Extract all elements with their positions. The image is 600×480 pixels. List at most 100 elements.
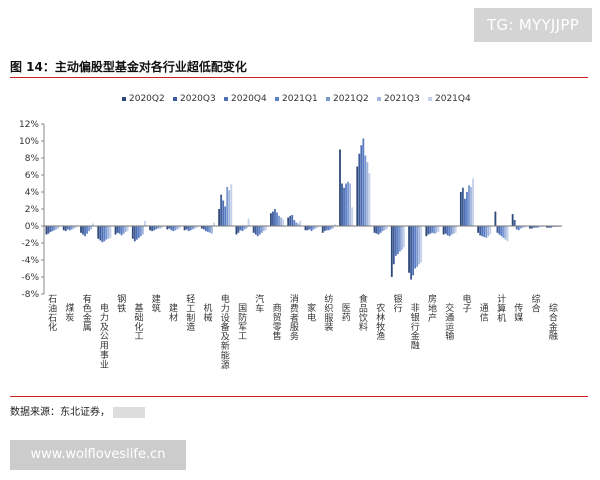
bar bbox=[155, 226, 158, 230]
bar bbox=[412, 226, 415, 276]
bar bbox=[481, 226, 484, 237]
bar bbox=[84, 226, 86, 237]
x-tick-label: 综合金融 bbox=[549, 302, 558, 342]
y-tick-label: -2% bbox=[21, 239, 39, 249]
bar bbox=[51, 226, 54, 232]
bar bbox=[394, 226, 397, 256]
bar bbox=[442, 226, 445, 235]
bar bbox=[80, 226, 82, 233]
bar bbox=[464, 198, 466, 226]
bar bbox=[224, 206, 227, 226]
bar bbox=[135, 226, 138, 240]
y-tick-label: 6% bbox=[25, 171, 40, 181]
bar bbox=[345, 183, 347, 226]
bar bbox=[519, 226, 522, 229]
bar bbox=[479, 226, 482, 236]
bar bbox=[535, 226, 537, 228]
x-tick-label: 建筑 bbox=[152, 293, 161, 314]
bar bbox=[392, 226, 395, 265]
legend-label: 2020Q4 bbox=[231, 94, 267, 104]
legend-swatch bbox=[326, 97, 330, 101]
bar bbox=[477, 226, 480, 233]
bar bbox=[247, 218, 250, 226]
y-tick-label: 4% bbox=[25, 188, 40, 198]
bar bbox=[398, 226, 401, 252]
bar bbox=[149, 226, 151, 231]
bar bbox=[287, 217, 290, 226]
x-tick-label: 国防军工 bbox=[238, 303, 247, 342]
y-tick-label: 12% bbox=[19, 120, 39, 130]
bar bbox=[468, 185, 470, 226]
bar bbox=[109, 226, 112, 238]
x-tick-label: 商贸零售 bbox=[273, 302, 282, 342]
x-tick-label: 综合 bbox=[532, 293, 541, 314]
bar bbox=[448, 226, 451, 237]
bar bbox=[459, 192, 462, 226]
bar bbox=[161, 226, 164, 228]
bar bbox=[228, 190, 231, 226]
bar bbox=[358, 153, 361, 226]
bar bbox=[170, 226, 173, 231]
bar bbox=[66, 226, 69, 230]
bar bbox=[550, 226, 553, 228]
bar bbox=[264, 226, 267, 231]
bar bbox=[373, 226, 376, 233]
bar bbox=[368, 173, 371, 226]
bar bbox=[151, 226, 153, 232]
x-tick-label: 交通运输 bbox=[445, 302, 454, 342]
bar bbox=[90, 226, 93, 230]
bar bbox=[517, 226, 520, 231]
bar bbox=[299, 220, 302, 226]
bar bbox=[258, 226, 261, 235]
bar bbox=[49, 226, 52, 232]
bar bbox=[72, 226, 75, 229]
bar bbox=[291, 214, 294, 226]
bar bbox=[504, 226, 507, 240]
bar bbox=[485, 226, 488, 238]
bar bbox=[537, 226, 539, 228]
bar bbox=[118, 226, 121, 234]
bar bbox=[193, 226, 196, 229]
bar bbox=[230, 184, 233, 226]
bar bbox=[356, 166, 359, 226]
bar bbox=[506, 226, 509, 242]
bar bbox=[533, 226, 535, 228]
bar bbox=[433, 226, 436, 234]
x-tick-label: 食品饮料 bbox=[359, 293, 368, 333]
bar bbox=[500, 226, 503, 237]
bar bbox=[68, 226, 71, 231]
bar bbox=[45, 226, 48, 235]
x-tick-label: 农林牧渔 bbox=[376, 302, 385, 342]
bar bbox=[502, 226, 505, 238]
bar bbox=[377, 226, 380, 235]
bar bbox=[131, 226, 134, 239]
x-tick-label: 医药 bbox=[342, 303, 351, 323]
bar bbox=[416, 226, 419, 267]
bar bbox=[349, 183, 352, 226]
legend-label: 2021Q3 bbox=[384, 94, 420, 104]
bar bbox=[270, 213, 272, 226]
legend-swatch bbox=[377, 97, 381, 101]
watermark-tag: TG: MYYJJPP bbox=[474, 8, 592, 42]
bar bbox=[523, 226, 526, 228]
x-tick-label: 纺织服装 bbox=[324, 293, 333, 333]
bar bbox=[202, 226, 205, 230]
source-note: 数据来源：东北证券， bbox=[10, 403, 145, 418]
bar bbox=[211, 226, 213, 234]
bar bbox=[408, 226, 410, 273]
bar bbox=[280, 217, 282, 226]
legend-label: 2021Q2 bbox=[333, 94, 369, 104]
bar bbox=[418, 226, 421, 265]
bar bbox=[47, 226, 50, 234]
bar bbox=[452, 226, 455, 234]
bar bbox=[105, 226, 108, 240]
bar bbox=[222, 200, 225, 226]
bar bbox=[329, 226, 332, 230]
legend-swatch bbox=[224, 97, 228, 101]
bar bbox=[403, 226, 405, 248]
bar bbox=[262, 226, 265, 232]
watermark-url: www.wolfloveslife.cn bbox=[10, 440, 186, 470]
legend-swatch bbox=[122, 97, 126, 101]
bar bbox=[278, 215, 280, 226]
x-tick-label: 电力及公用事业 bbox=[100, 302, 109, 370]
